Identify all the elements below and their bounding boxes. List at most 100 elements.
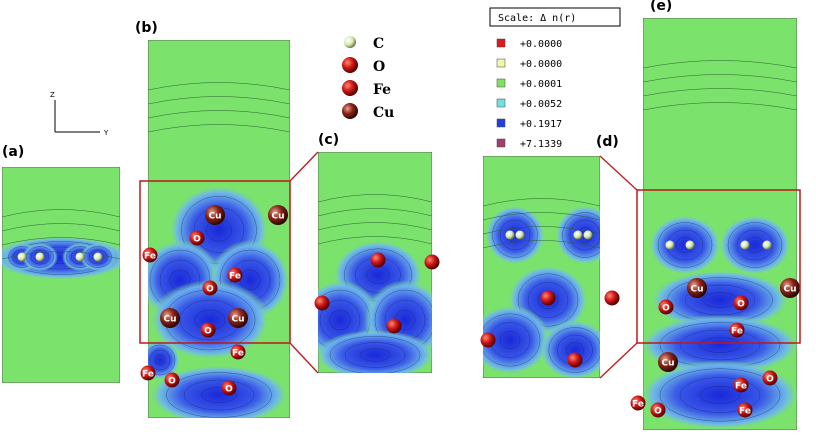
density-blob xyxy=(485,205,545,265)
contour xyxy=(657,222,713,268)
connector xyxy=(289,151,319,182)
panel: (c) xyxy=(314,132,440,373)
carbon-atom xyxy=(685,240,695,250)
panel-label: (d) xyxy=(596,134,619,150)
atom-label: Cu xyxy=(163,315,176,325)
contour xyxy=(148,82,290,91)
contour xyxy=(2,251,120,260)
scale-swatch xyxy=(496,98,506,108)
legend-label: C xyxy=(373,36,384,52)
atom xyxy=(729,322,745,338)
atom xyxy=(160,308,180,328)
scale-value: +0.0001 xyxy=(520,79,562,90)
density-blob xyxy=(643,315,797,375)
panel: Cu Cu O Fe O Cu Fe O Fe O Fe (e) xyxy=(630,0,801,430)
contour xyxy=(154,354,166,366)
carbon-atom xyxy=(573,230,583,240)
panel-label: (c) xyxy=(318,132,339,148)
carbon-atom xyxy=(665,240,675,250)
contour xyxy=(679,377,761,413)
atom-label: Cu xyxy=(690,285,703,295)
contour xyxy=(148,110,290,119)
atom-label: Fe xyxy=(232,349,244,359)
panel-label: (e) xyxy=(650,0,672,14)
scale-value: +0.0000 xyxy=(520,39,562,50)
atom xyxy=(567,352,583,368)
atom xyxy=(687,278,707,298)
atom-label: O xyxy=(193,235,201,245)
atom xyxy=(424,254,440,270)
contour xyxy=(562,212,600,258)
connector xyxy=(599,342,638,379)
contour xyxy=(329,336,421,373)
carbon-atom xyxy=(740,240,750,250)
contour xyxy=(30,249,50,265)
highlight-box xyxy=(139,180,291,344)
atom-label: O xyxy=(204,327,212,337)
contour xyxy=(149,349,171,371)
atom xyxy=(733,377,749,393)
scale-box xyxy=(489,7,621,27)
contour xyxy=(527,282,569,318)
contour xyxy=(736,229,774,261)
atom xyxy=(202,280,218,296)
contour xyxy=(2,223,120,232)
contour xyxy=(643,88,797,97)
scale-title: Scale: Δ n(r) xyxy=(498,13,576,24)
axis-label: Z xyxy=(50,91,55,99)
atom xyxy=(658,299,674,315)
density-blob xyxy=(649,215,721,275)
atom xyxy=(780,278,800,298)
contour xyxy=(643,102,797,111)
contour xyxy=(699,386,741,404)
atom-label: Cu xyxy=(231,315,244,325)
density-blob xyxy=(318,330,432,373)
density-blob xyxy=(483,305,550,375)
density-blob xyxy=(650,270,790,330)
contour xyxy=(329,309,351,331)
atom xyxy=(370,252,386,268)
contour xyxy=(201,387,237,403)
contour xyxy=(148,96,290,105)
atom-label: O xyxy=(737,300,745,310)
scale-value: +0.1917 xyxy=(520,119,562,130)
contour xyxy=(699,337,741,353)
atom xyxy=(630,395,646,411)
atom xyxy=(140,365,156,381)
panel: (a) xyxy=(2,144,120,383)
contour xyxy=(492,212,538,258)
atom xyxy=(604,290,620,306)
legend-atom xyxy=(342,103,358,119)
atom xyxy=(228,308,248,328)
contour xyxy=(517,273,579,327)
carbon-atom xyxy=(75,252,85,262)
connector xyxy=(599,155,638,191)
carbon-atom xyxy=(93,252,103,262)
scale-swatch xyxy=(496,58,506,68)
atom-label: Fe xyxy=(731,327,743,337)
axis-icon xyxy=(54,100,100,133)
scale-swatch xyxy=(496,38,506,48)
atom xyxy=(658,352,678,372)
atom-label: O xyxy=(662,304,670,314)
scale-value: +7.1339 xyxy=(520,139,562,150)
scale-swatch xyxy=(496,138,506,148)
contour xyxy=(483,198,600,207)
atom-label: Cu xyxy=(208,212,221,222)
contour xyxy=(569,219,600,251)
contour xyxy=(318,236,432,245)
carbon-atom xyxy=(17,252,27,262)
atom-label: O xyxy=(766,375,774,385)
contour xyxy=(2,209,120,218)
contour xyxy=(318,194,432,203)
carbon-atom xyxy=(583,230,593,240)
atom-label: Fe xyxy=(632,400,644,410)
atom xyxy=(205,205,225,225)
atom xyxy=(314,295,330,311)
atom xyxy=(268,205,288,225)
panel-map xyxy=(148,40,290,418)
legend-label: Fe xyxy=(373,82,391,98)
contour xyxy=(643,60,797,69)
atom-label: Cu xyxy=(661,359,674,369)
